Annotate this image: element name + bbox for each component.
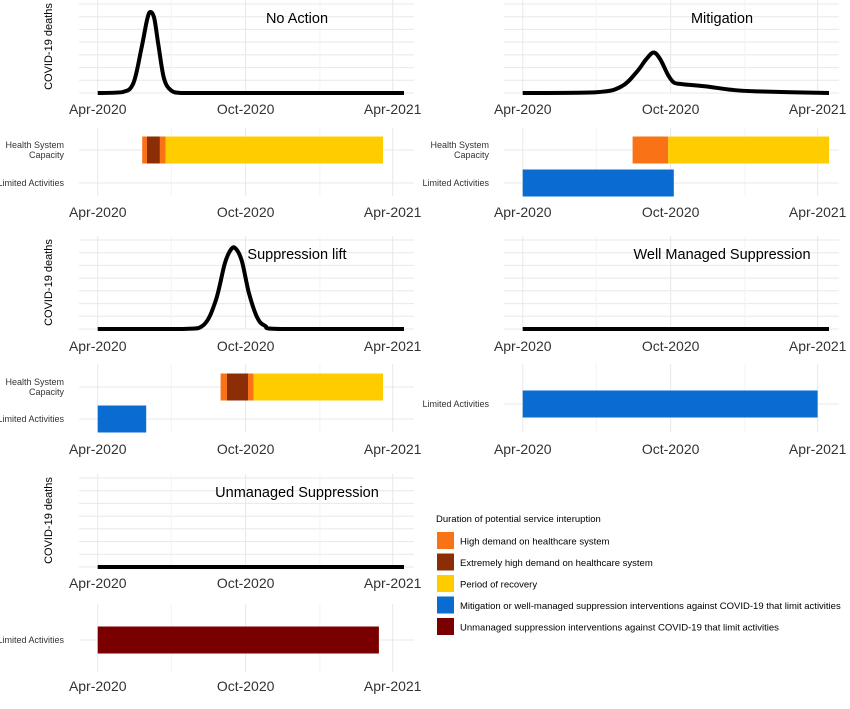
legend-swatch <box>437 532 454 549</box>
row-label: Limited Activities <box>0 414 64 424</box>
deaths-curve <box>97 9 404 96</box>
deaths-curve <box>522 50 830 95</box>
y-axis-label: COVID-19 deaths <box>43 239 55 326</box>
x-tick-label: Oct-2020 <box>217 575 275 591</box>
x-tick-label: Apr-2020 <box>69 101 127 117</box>
x-tick-label: Apr-2021 <box>789 101 847 117</box>
row-label: Limited Activities <box>0 635 64 645</box>
timeline-bar-extremely_high <box>227 373 248 401</box>
row-label: Limited Activities <box>422 399 489 409</box>
panel-title: Unmanaged Suppression <box>215 485 379 501</box>
timeline-bar-high_demand <box>632 136 669 164</box>
timeline-bar-recovery <box>668 136 829 164</box>
row-label: Capacity <box>29 387 65 397</box>
legend-swatch <box>437 596 454 614</box>
x-tick-label: Apr-2021 <box>789 441 847 457</box>
legend-label: High demand on healthcare system <box>460 537 610 548</box>
timeline-bar-mitigation <box>522 390 818 418</box>
panel-title: No Action <box>266 11 328 27</box>
row-label: Capacity <box>454 150 490 160</box>
row-label: Health System <box>5 140 64 150</box>
x-tick-label: Apr-2021 <box>364 441 422 457</box>
x-tick-label: Oct-2020 <box>217 338 275 354</box>
y-axis-label: COVID-19 deaths <box>43 477 55 564</box>
x-tick-label: Oct-2020 <box>217 204 275 220</box>
x-tick-label: Oct-2020 <box>642 101 700 117</box>
x-tick-label: Apr-2020 <box>69 338 127 354</box>
legend-swatch <box>437 618 454 635</box>
panel-title: Well Managed Suppression <box>633 247 810 263</box>
x-tick-label: Apr-2021 <box>364 338 422 354</box>
x-tick-label: Apr-2021 <box>364 678 422 694</box>
timeline-chart: Limited Activities Apr-2020 Oct-2020 Apr-20… <box>0 604 422 694</box>
x-tick-label: Apr-2020 <box>494 441 552 457</box>
x-tick-label: Oct-2020 <box>642 441 700 457</box>
timeline-bar-recovery <box>165 136 383 164</box>
x-tick-label: Apr-2021 <box>789 204 847 220</box>
x-tick-label: Apr-2020 <box>69 204 127 220</box>
timeline-bar-mitigation <box>522 169 674 197</box>
row-label: Health System <box>5 377 64 387</box>
deaths-curve <box>97 245 404 332</box>
legend: Duration of potential service interuptio… <box>436 514 841 635</box>
x-tick-label: Apr-2020 <box>494 204 552 220</box>
x-tick-label: Oct-2020 <box>217 441 275 457</box>
row-label: Capacity <box>29 150 65 160</box>
x-tick-label: Apr-2021 <box>364 204 422 220</box>
timeline-bar-high_demand <box>248 373 254 401</box>
legend-label: Period of recovery <box>460 580 537 591</box>
legend-label: Mitigation or well-managed suppression i… <box>460 601 841 612</box>
scenario-panel-2: Suppression lift COVID-19 deaths Apr-2020 O… <box>0 236 422 457</box>
timeline-bar-recovery <box>253 373 383 401</box>
timeline-bar-high_demand <box>142 136 147 164</box>
x-tick-label: Apr-2020 <box>494 338 552 354</box>
x-tick-label: Apr-2020 <box>494 101 552 117</box>
line-chart-grid <box>504 0 839 94</box>
legend-swatch <box>437 575 454 592</box>
timeline-chart: Limited Activities Apr-2020 Oct-2020 Apr-20… <box>422 364 847 457</box>
legend-label: Unmanaged suppression interventions agai… <box>460 623 779 634</box>
row-label: Limited Activities <box>422 178 489 188</box>
row-label: Limited Activities <box>0 178 64 188</box>
x-tick-label: Apr-2021 <box>364 575 422 591</box>
timeline-bar-mitigation <box>97 405 147 433</box>
scenario-panel-4: Unmanaged Suppression COVID-19 deaths Apr-… <box>0 474 422 694</box>
x-tick-label: Apr-2020 <box>69 575 127 591</box>
panel-title: Suppression lift <box>247 247 346 263</box>
x-tick-label: Oct-2020 <box>642 204 700 220</box>
timeline-bar-unmanaged <box>97 626 379 654</box>
timeline-bar-high_demand <box>160 136 166 164</box>
legend-title: Duration of potential service interuptio… <box>436 514 601 525</box>
legend-label: Extremely high demand on healthcare syst… <box>460 558 653 569</box>
timeline-bar-high_demand <box>220 373 228 401</box>
x-tick-label: Oct-2020 <box>217 101 275 117</box>
y-axis-label: COVID-19 deaths <box>43 3 55 90</box>
scenario-panel-0: No Action COVID-19 deaths Apr-2020 Oct-2020… <box>0 0 422 220</box>
legend-swatch <box>437 553 454 571</box>
scenario-panel-3: Well Managed Suppression Apr-2020 Oct-2020… <box>422 236 847 457</box>
x-tick-label: Oct-2020 <box>217 678 275 694</box>
x-tick-label: Apr-2021 <box>364 101 422 117</box>
panel-title: Mitigation <box>691 11 753 27</box>
timeline-bar-extremely_high <box>147 136 160 164</box>
line-chart-grid <box>79 0 414 94</box>
x-tick-label: Apr-2021 <box>789 338 847 354</box>
x-tick-label: Apr-2020 <box>69 678 127 694</box>
row-label: Health System <box>430 140 489 150</box>
x-tick-label: Oct-2020 <box>642 338 700 354</box>
x-tick-label: Apr-2020 <box>69 441 127 457</box>
